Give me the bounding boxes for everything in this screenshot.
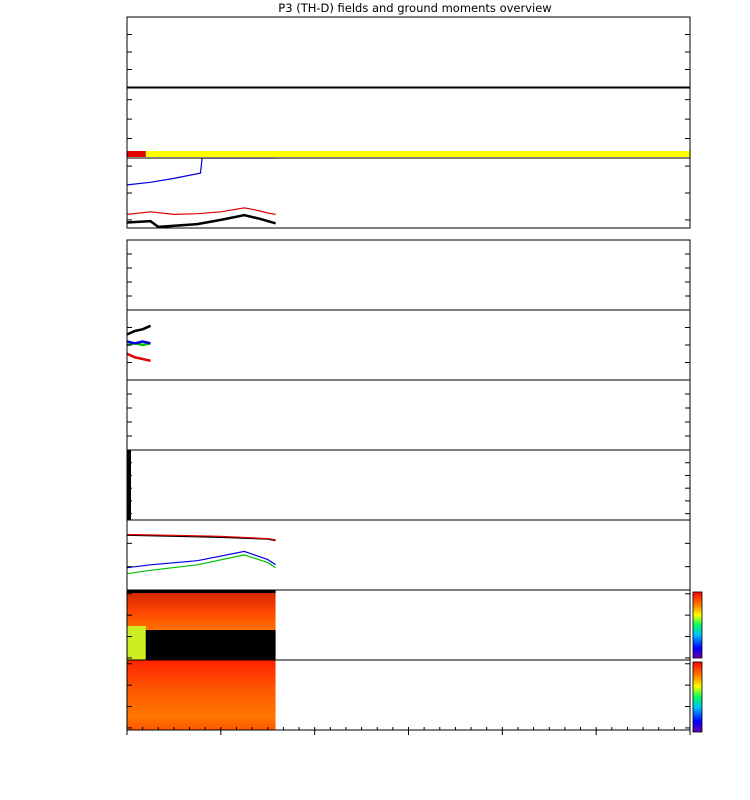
panel-6 [126,379,691,451]
panel-8 [126,519,691,591]
colorbar-scale [692,591,703,659]
panel-2 [126,87,691,159]
colorbar-2 [692,661,703,733]
panel-5 [126,309,691,381]
panel-frame [126,379,691,451]
series-pi [127,550,276,569]
spectrogram-fill [127,660,276,730]
spectrogram-top-edge [127,590,276,593]
panel-9 [126,589,691,661]
panels [126,16,703,733]
series-pe [127,554,276,575]
panel-4 [126,239,691,311]
colorbar-scale [692,661,703,733]
panel-frame [126,239,691,311]
series-vz [127,352,151,363]
series-ne [127,207,276,216]
panel-frame [126,309,691,381]
spectrogram [127,660,276,730]
time-axis [126,727,691,735]
panel-1 [126,16,691,88]
figure-title: P3 (TH-D) fields and ground moments over… [278,1,551,15]
series-vy [127,342,151,347]
flag-bar [127,151,690,157]
spectrogram-low-energy [127,626,146,660]
series-vx [127,340,151,345]
panel-frame [126,87,691,159]
panel-10 [126,659,691,731]
panel-frame [126,519,691,591]
flag-bar-red-segment [127,151,146,157]
series-ni [127,213,276,228]
series-vt [127,324,152,336]
panel-frame [126,16,691,88]
panel-frame [126,157,691,229]
panel-3 [126,157,691,229]
efield-data-bar [127,450,131,520]
colorbar-1 [692,591,703,659]
panel-7 [126,449,691,521]
series-pt [127,534,276,542]
series-pb [127,533,276,541]
spectrogram-no-data [145,630,276,660]
spectrogram [127,590,276,660]
panel-frame [126,449,691,521]
series-npot [127,158,276,186]
